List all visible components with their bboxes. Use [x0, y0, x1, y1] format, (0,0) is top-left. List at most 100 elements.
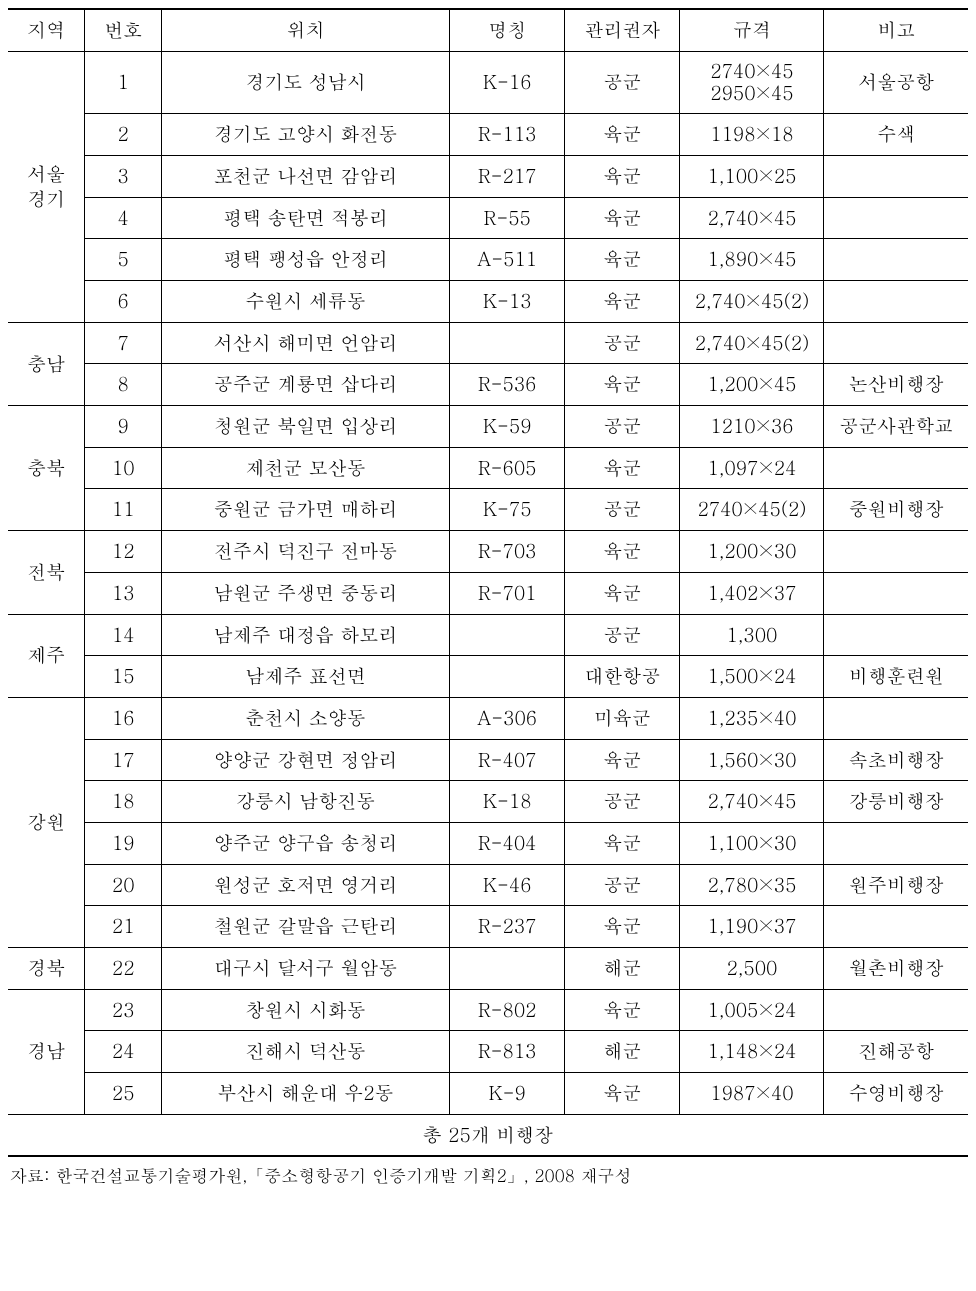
table-cell: 1,200×45 [680, 364, 824, 406]
table-cell: 1,190×37 [680, 906, 824, 948]
table-cell: 2,780×35 [680, 864, 824, 906]
table-row: 15남제주 표선면대한항공1,500×24비행훈련원 [8, 656, 968, 698]
table-row: 5평택 팽성읍 안정리A-511육군1,890×45 [8, 239, 968, 281]
table-cell: 2 [85, 114, 162, 156]
table-cell: 12 [85, 531, 162, 573]
table-cell: 1,235×40 [680, 697, 824, 739]
table-cell: 제천군 모산동 [162, 447, 450, 489]
table-cell: 양양군 강현면 정암리 [162, 739, 450, 781]
table-cell [824, 989, 968, 1031]
table-cell: 공군 [565, 614, 680, 656]
table-cell: 남제주 대정읍 하모리 [162, 614, 450, 656]
region-cell: 충북 [8, 406, 85, 531]
table-cell: 육군 [565, 197, 680, 239]
table-cell: 중원군 금가면 매하리 [162, 489, 450, 531]
table-cell: 남제주 표선면 [162, 656, 450, 698]
region-cell: 전북 [8, 531, 85, 614]
table-cell: 강릉시 남항진동 [162, 781, 450, 823]
table-cell: 수영비행장 [824, 1073, 968, 1115]
table-cell: 포천군 나선면 감암리 [162, 155, 450, 197]
table-row: 19양주군 양구읍 송청리R-404육군1,100×30 [8, 822, 968, 864]
table-cell: 육군 [565, 531, 680, 573]
table-cell: 공군 [565, 322, 680, 364]
table-row: 2경기도 고양시 화전동R-113육군1198×18수색 [8, 114, 968, 156]
table-row: 3포천군 나선면 감암리R-217육군1,100×25 [8, 155, 968, 197]
table-cell: 1987×40 [680, 1073, 824, 1115]
table-cell: 1,890×45 [680, 239, 824, 281]
table-cell: 1198×18 [680, 114, 824, 156]
table-cell [824, 531, 968, 573]
table-cell: 1,560×30 [680, 739, 824, 781]
table-row: 18강릉시 남항진동K-18공군2,740×45강릉비행장 [8, 781, 968, 823]
table-cell: R-407 [450, 739, 565, 781]
table-cell: 13 [85, 572, 162, 614]
table-cell: 부산시 해운대 우2동 [162, 1073, 450, 1115]
table-cell [450, 656, 565, 698]
table-cell: K-59 [450, 406, 565, 448]
table-cell: R-536 [450, 364, 565, 406]
table-cell: 2,740×45(2) [680, 322, 824, 364]
table-row: 13남원군 주생면 중동리R-701육군1,402×37 [8, 572, 968, 614]
table-cell: 진해시 덕산동 [162, 1031, 450, 1073]
table-cell [824, 697, 968, 739]
table-cell: 육군 [565, 739, 680, 781]
table-cell [824, 322, 968, 364]
table-row: 경북22대구시 달서구 월암동해군2,500월촌비행장 [8, 948, 968, 990]
table-cell: 8 [85, 364, 162, 406]
table-row: 8공주군 계룡면 삽다리R-536육군1,200×45논산비행장 [8, 364, 968, 406]
table-cell: 평택 팽성읍 안정리 [162, 239, 450, 281]
table-row: 충북9청원군 북일면 입상리K-59공군1210×36공군사관학교 [8, 406, 968, 448]
table-cell [450, 948, 565, 990]
table-row: 10제천군 모산동R-605육군1,097×24 [8, 447, 968, 489]
airfield-table: 지역 번호 위치 명칭 관리권자 규격 비고 서울경기1경기도 성남시K-16공… [8, 8, 968, 1157]
header-spec: 규격 [680, 9, 824, 51]
table-cell: 육군 [565, 1073, 680, 1115]
region-cell: 강원 [8, 697, 85, 947]
table-cell: 공군 [565, 51, 680, 114]
table-cell: A-511 [450, 239, 565, 281]
table-cell: 공군 [565, 864, 680, 906]
table-cell: R-217 [450, 155, 565, 197]
region-cell: 충남 [8, 322, 85, 405]
table-row: 6수원시 세류동K-13육군2,740×45(2) [8, 281, 968, 323]
table-cell [824, 281, 968, 323]
table-cell: 진해공항 [824, 1031, 968, 1073]
source-note: 자료: 한국건설교통기술평가원,「중소형항공기 인증기개발 기획2」, 2008… [8, 1157, 968, 1187]
header-region: 지역 [8, 9, 85, 51]
header-mgr: 관리권자 [565, 9, 680, 51]
table-cell [824, 822, 968, 864]
table-cell: 2740×45(2) [680, 489, 824, 531]
table-cell: 서산시 해미면 언암리 [162, 322, 450, 364]
table-cell: R-605 [450, 447, 565, 489]
table-cell: 18 [85, 781, 162, 823]
table-row: 11중원군 금가면 매하리K-75공군2740×45(2)중원비행장 [8, 489, 968, 531]
table-cell: 수색 [824, 114, 968, 156]
table-cell: 22 [85, 948, 162, 990]
table-row: 충남7서산시 해미면 언암리공군2,740×45(2) [8, 322, 968, 364]
table-cell: 1,500×24 [680, 656, 824, 698]
table-cell: R-701 [450, 572, 565, 614]
table-cell: 육군 [565, 364, 680, 406]
table-cell [824, 572, 968, 614]
table-cell: 7 [85, 322, 162, 364]
table-cell: 중원비행장 [824, 489, 968, 531]
region-cell: 경북 [8, 948, 85, 990]
table-cell: 수원시 세류동 [162, 281, 450, 323]
table-cell: 2740×452950×45 [680, 51, 824, 114]
table-cell: 6 [85, 281, 162, 323]
table-cell: 육군 [565, 906, 680, 948]
table-cell: 논산비행장 [824, 364, 968, 406]
table-cell: 미육군 [565, 697, 680, 739]
table-cell: R-404 [450, 822, 565, 864]
table-cell: 1,097×24 [680, 447, 824, 489]
table-cell: 비행훈련원 [824, 656, 968, 698]
region-cell: 서울경기 [8, 51, 85, 322]
table-cell: 3 [85, 155, 162, 197]
table-cell: 육군 [565, 989, 680, 1031]
table-cell: 1 [85, 51, 162, 114]
table-cell: 전주시 덕진구 전마동 [162, 531, 450, 573]
table-row: 17양양군 강현면 정암리R-407육군1,560×30속초비행장 [8, 739, 968, 781]
table-cell [824, 906, 968, 948]
table-cell: 창원시 시화동 [162, 989, 450, 1031]
table-row: 경남23창원시 시화동R-802육군1,005×24 [8, 989, 968, 1031]
